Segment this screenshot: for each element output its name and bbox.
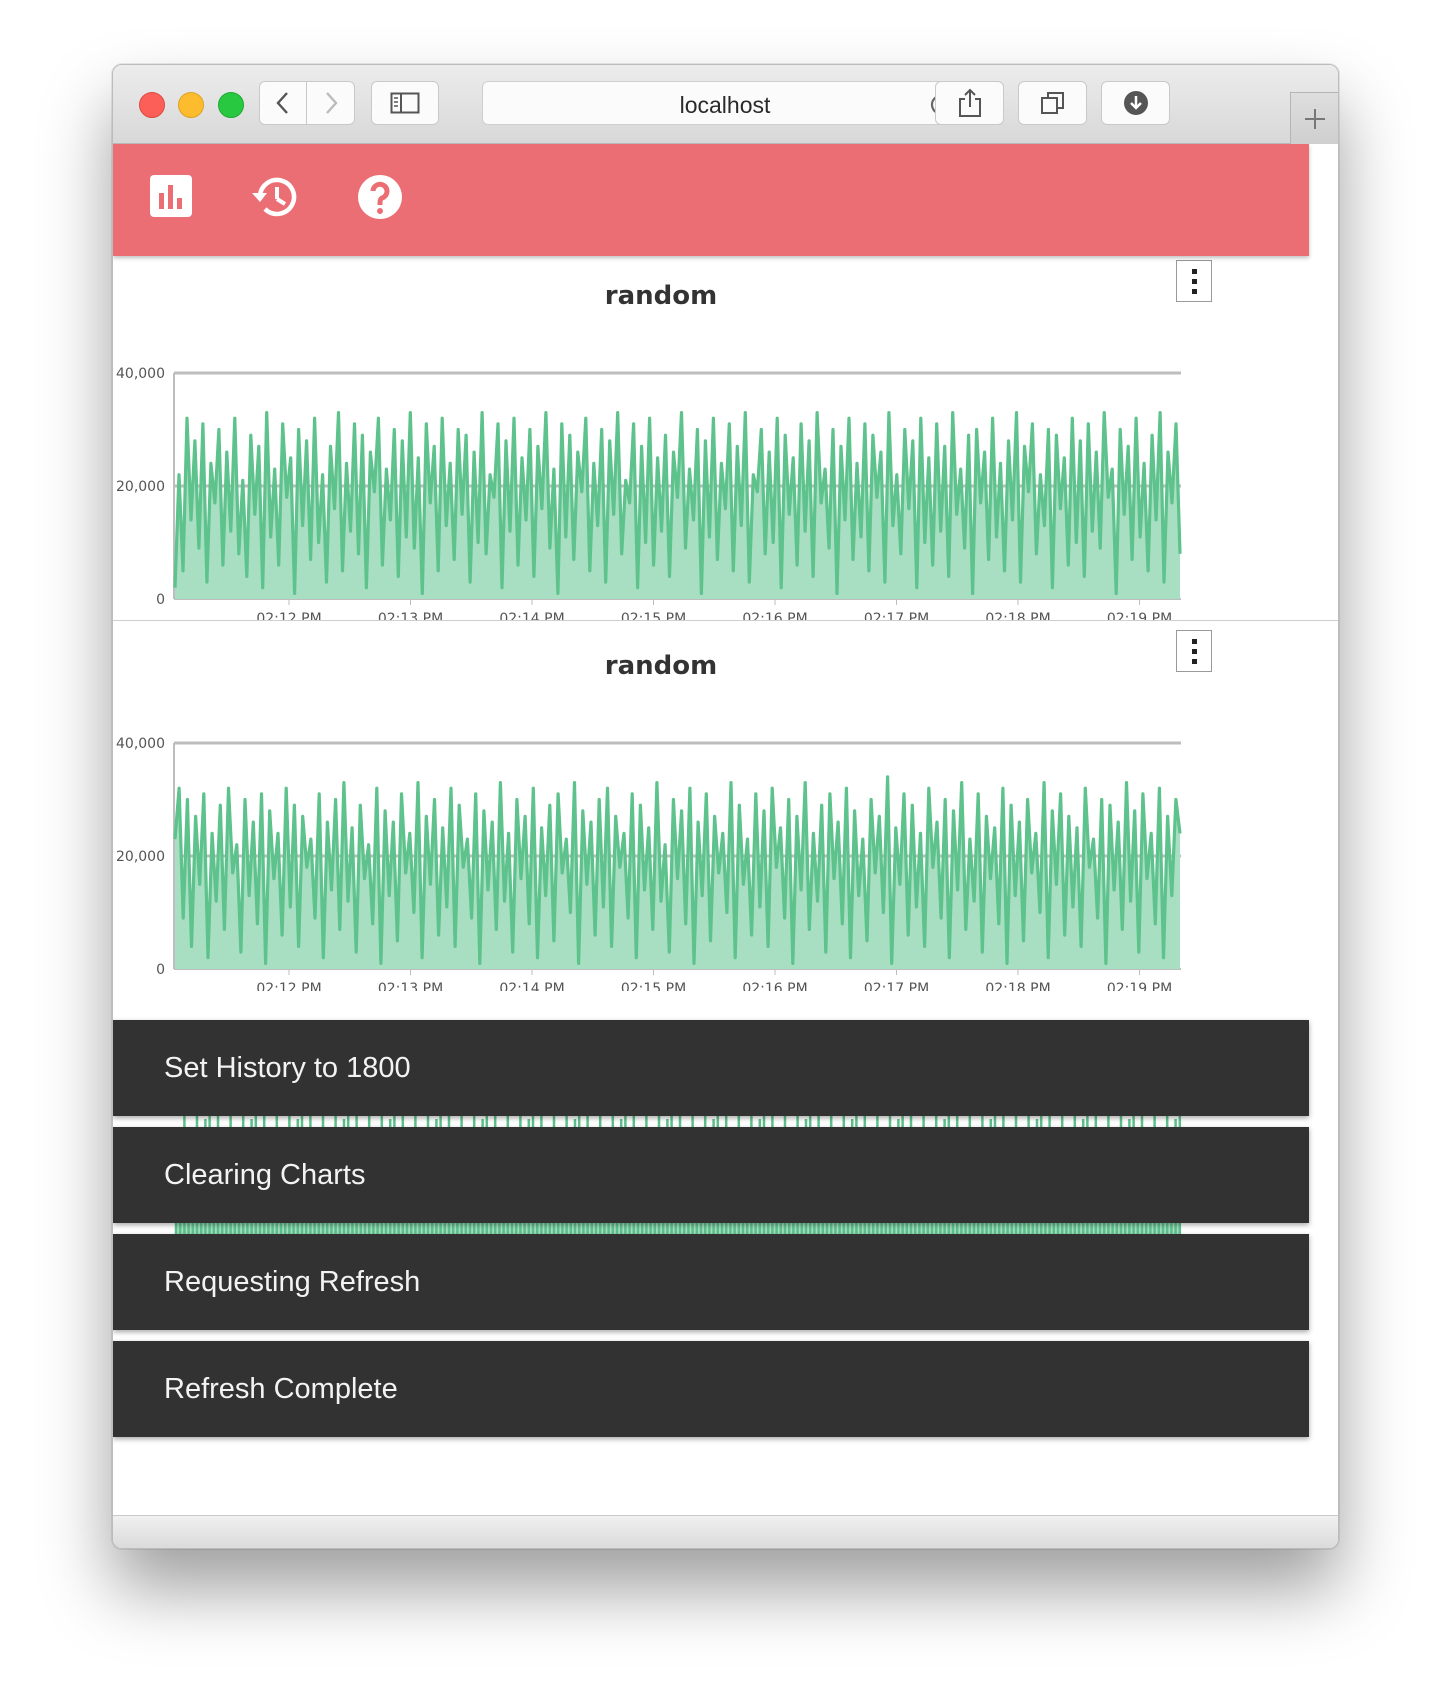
x-tick-label: 02:12 PM: [256, 981, 321, 991]
new-tab-button[interactable]: [1290, 92, 1338, 144]
chart-panel-2: random 0 20,000 40,000 02:12 PM 02:13 PM 02:14…: [113, 626, 1338, 991]
x-tick-label: 02:19 PM: [1107, 611, 1172, 621]
downloads-button[interactable]: [1101, 81, 1170, 125]
history-icon[interactable]: [249, 174, 299, 220]
x-tick-label: 02:18 PM: [985, 611, 1050, 621]
forward-button[interactable]: [306, 81, 355, 125]
series-line: [173, 411, 1182, 595]
browser-bottom-edge: [113, 1515, 1338, 1548]
toast-requesting-refresh: Requesting Refresh: [113, 1234, 1309, 1330]
page-content: random 0 20,000 40,000 02:12 PM 02:13 PM 02:14…: [113, 144, 1338, 1548]
bar-chart-icon[interactable]: [149, 174, 193, 218]
x-tick-label: 02:12 PM: [256, 611, 321, 621]
y-tick-label: 20,000: [116, 849, 165, 865]
toast-clearing-charts: Clearing Charts: [113, 1127, 1309, 1223]
x-tick-label: 02:17 PM: [864, 611, 929, 621]
y-tick-label: 0: [156, 592, 165, 608]
y-tick-label: 0: [156, 962, 165, 978]
chart-2-menu-button[interactable]: [1176, 630, 1212, 672]
chart-panel-1: random 0 20,000 40,000 02:12 PM 02:13 PM 02:14…: [113, 256, 1338, 621]
chart-title: random: [605, 651, 717, 681]
chart-divider: [113, 620, 1338, 621]
download-icon: [1123, 91, 1148, 115]
x-tick-label: 02:16 PM: [742, 611, 807, 621]
url-text: localhost: [679, 92, 771, 118]
back-icon: [276, 92, 288, 114]
x-tick-label: 02:13 PM: [378, 981, 443, 991]
tabs-overview-button[interactable]: [1018, 81, 1087, 125]
forward-icon: [325, 92, 338, 114]
address-bar[interactable]: localhost: [482, 81, 968, 125]
y-tick-label: 20,000: [116, 479, 165, 495]
x-tick-label: 02:18 PM: [985, 981, 1050, 991]
x-tick-label: 02:19 PM: [1107, 981, 1172, 991]
x-tick-label: 02:15 PM: [621, 611, 686, 621]
y-tick-label: 40,000: [116, 366, 165, 382]
sidebar-icon: [390, 92, 420, 114]
chart-1-menu-button[interactable]: [1176, 260, 1212, 302]
x-tick-label: 02:15 PM: [621, 981, 686, 991]
x-tick-label: 02:16 PM: [742, 981, 807, 991]
close-window-button[interactable]: [139, 92, 165, 118]
minimize-window-button[interactable]: [178, 92, 204, 118]
browser-toolbar: localhost: [113, 65, 1338, 144]
app-bar: [113, 144, 1309, 256]
share-button[interactable]: [935, 81, 1004, 125]
toast-refresh-complete: Refresh Complete: [113, 1341, 1309, 1437]
browser-window: localhost random 0 20,000 40,000 02:12 PM 02:…: [112, 64, 1339, 1549]
x-tick-label: 02:14 PM: [499, 611, 564, 621]
sidebar-button[interactable]: [371, 81, 439, 125]
toast-set-history: Set History to 1800: [113, 1020, 1309, 1116]
chart-title: random: [605, 281, 717, 311]
tabs-icon: [1040, 92, 1064, 114]
chart-1: random 0 20,000 40,000 02:12 PM 02:13 PM 02:14…: [116, 281, 1182, 621]
series-line: [173, 775, 1182, 965]
chart-2: random 0 20,000 40,000 02:12 PM 02:13 PM 02:14…: [116, 651, 1182, 991]
help-icon[interactable]: [357, 174, 403, 220]
back-button[interactable]: [259, 81, 307, 125]
x-tick-label: 02:17 PM: [864, 981, 929, 991]
new-tab-icon: [1305, 108, 1325, 129]
x-tick-label: 02:13 PM: [378, 611, 443, 621]
share-icon: [958, 88, 981, 117]
x-tick-label: 02:14 PM: [499, 981, 564, 991]
y-tick-label: 40,000: [116, 736, 165, 752]
zoom-window-button[interactable]: [218, 92, 244, 118]
